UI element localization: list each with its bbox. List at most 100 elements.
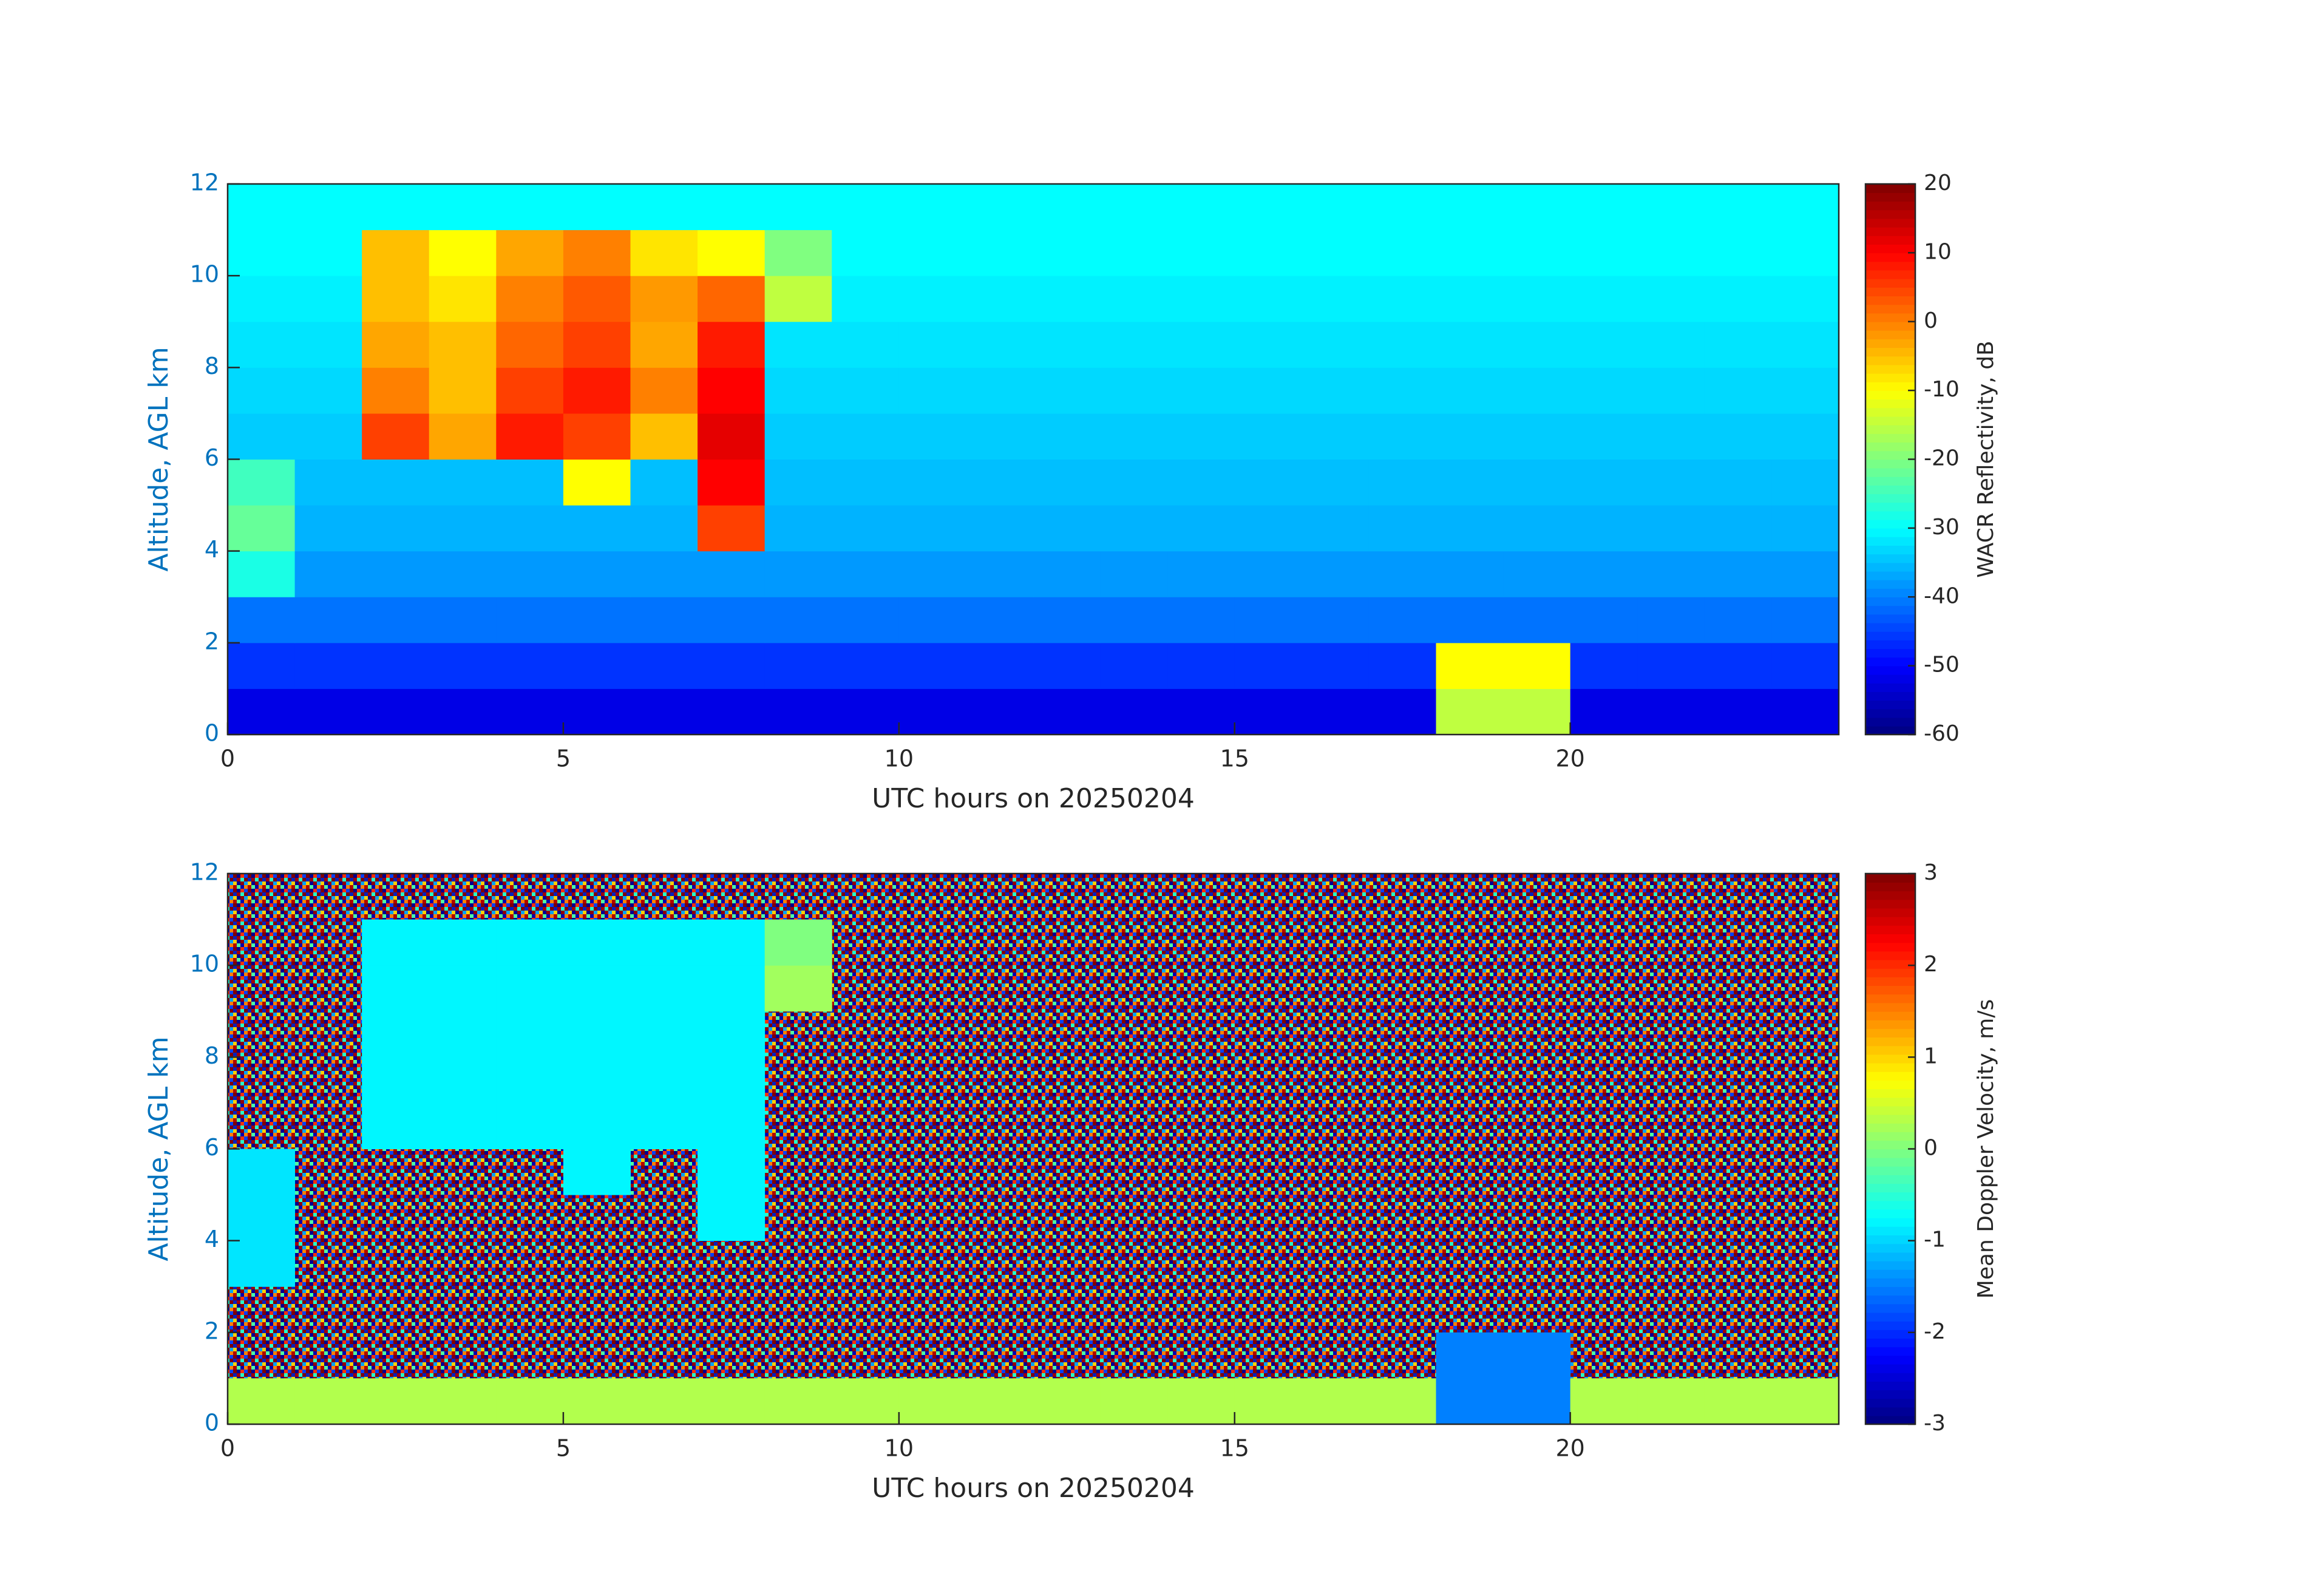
heatmap-cell: [698, 1195, 766, 1241]
heatmap-cell: [294, 505, 362, 552]
heatmap-cell: [429, 276, 497, 322]
heatmap-cell: [1570, 642, 1638, 689]
colorbar-segment: [1865, 1355, 1915, 1365]
heatmap-cell: [898, 688, 966, 735]
heatmap-cell: [698, 597, 766, 643]
heatmap-cell: [764, 459, 832, 506]
heatmap-cell: [228, 1378, 296, 1425]
colorbar-segment: [1865, 1200, 1915, 1210]
colorbar-segment: [1865, 1062, 1915, 1072]
heatmap-cell: [1503, 413, 1571, 460]
heatmap-cell: [1100, 1378, 1168, 1425]
colorbar-segment: [1865, 691, 1915, 701]
heatmap-cell: [966, 597, 1034, 643]
colorbar-segment: [1865, 356, 1915, 365]
heatmap-cell: [1771, 688, 1839, 735]
heatmap-cell: [563, 1011, 631, 1058]
colorbar-segment: [1865, 1363, 1915, 1373]
heatmap-cell: [429, 1102, 497, 1149]
heatmap-cell: [698, 1011, 766, 1058]
heatmap-cell: [764, 276, 832, 322]
heatmap-cell: [1704, 184, 1772, 231]
colorbar-segment: [1865, 192, 1915, 202]
colorbar-segment: [1865, 442, 1915, 452]
heatmap-cell: [1704, 276, 1772, 322]
colorbar-segment: [1865, 433, 1915, 443]
heatmap-cell: [1167, 367, 1235, 414]
colorbar-segment: [1865, 682, 1915, 692]
heatmap-cell: [1167, 413, 1235, 460]
colorbar-segment: [1865, 674, 1915, 684]
heatmap-cell: [496, 321, 564, 368]
heatmap-cell: [228, 1195, 296, 1241]
heatmap-cell: [1302, 459, 1370, 506]
heatmap-cell: [1771, 321, 1839, 368]
colorbar-segment: [1865, 1192, 1915, 1201]
heatmap-cell: [764, 184, 832, 231]
heatmap-cell: [1637, 505, 1705, 552]
heatmap-cell: [1234, 642, 1302, 689]
heatmap-cell: [966, 688, 1034, 735]
heatmap-cell: [563, 321, 631, 368]
heatmap-cell: [1771, 276, 1839, 322]
colorbar-segment: [1865, 916, 1915, 926]
heatmap-cell: [764, 919, 832, 966]
heatmap-cell: [1033, 688, 1101, 735]
heatmap-cell: [228, 1149, 296, 1195]
heatmap-cell: [1637, 321, 1705, 368]
colorbar-segment: [1865, 925, 1915, 935]
colorbar-segment: [1865, 339, 1915, 348]
heatmap-cell: [1436, 276, 1504, 322]
heatmap-cell: [630, 1057, 698, 1104]
colorbar-segment: [1865, 1175, 1915, 1184]
heatmap-cell: [228, 505, 296, 552]
x-axis-label: UTC hours on 20250204: [872, 783, 1195, 814]
heatmap-cell: [832, 229, 900, 276]
colorbar-segment: [1865, 648, 1915, 658]
colorbar-segment: [1865, 1278, 1915, 1288]
colorbar-segment: [1865, 476, 1915, 486]
colorbar-tick-label: -3: [1924, 1411, 1946, 1436]
heatmap-cell: [1503, 688, 1571, 735]
heatmap-cell: [1100, 551, 1168, 597]
colorbar-tick-label: -30: [1924, 515, 1960, 540]
heatmap-cell: [563, 551, 631, 597]
heatmap-cell: [1637, 459, 1705, 506]
heatmap-cell: [228, 413, 296, 460]
colorbar-segment: [1865, 364, 1915, 374]
heatmap-cell: [1503, 276, 1571, 322]
colorbar-segment: [1865, 717, 1915, 727]
heatmap-cell: [1637, 551, 1705, 597]
colorbar-tick-label: -2: [1924, 1319, 1946, 1344]
heatmap-cell: [1100, 276, 1168, 322]
heatmap-cell: [1368, 505, 1436, 552]
heatmap-cell: [496, 1378, 564, 1425]
colorbar-tick-label: 20: [1924, 171, 1952, 195]
heatmap-cell: [563, 367, 631, 414]
colorbar-segment: [1865, 390, 1915, 400]
colorbar-tick-label: -10: [1924, 377, 1960, 402]
heatmap-cell: [1503, 367, 1571, 414]
colorbar-tick-label: -20: [1924, 446, 1960, 471]
colorbar-tick-label: -40: [1924, 583, 1960, 608]
colorbar-segment: [1865, 1320, 1915, 1330]
heatmap-cell: [1033, 505, 1101, 552]
heatmap-cell: [1436, 642, 1504, 689]
colorbar-segment: [1865, 597, 1915, 606]
colorbar-segment: [1865, 605, 1915, 615]
colorbar-segment: [1865, 579, 1915, 589]
heatmap-cell: [496, 367, 564, 414]
heatmap-cell: [294, 413, 362, 460]
heatmap-cell: [1234, 688, 1302, 735]
colorbar-segment: [1865, 1407, 1915, 1416]
heatmap-cell: [294, 229, 362, 276]
x-tick-label: 0: [220, 1435, 235, 1462]
colorbar-segment: [1865, 1312, 1915, 1322]
heatmap-cell: [563, 965, 631, 1012]
heatmap-cell: [1234, 413, 1302, 460]
heatmap-cell: [966, 321, 1034, 368]
colorbar-segment: [1865, 1097, 1915, 1107]
heatmap-cell: [362, 367, 430, 414]
x-tick-label: 5: [556, 745, 571, 772]
heatmap-cell: [630, 1378, 698, 1425]
